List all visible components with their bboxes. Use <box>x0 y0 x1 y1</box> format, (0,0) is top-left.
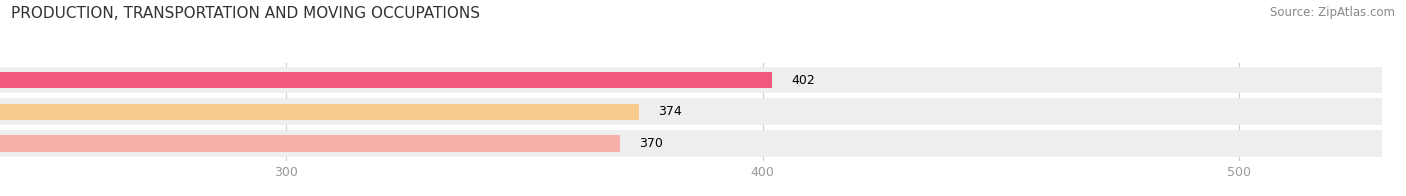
Text: Source: ZipAtlas.com: Source: ZipAtlas.com <box>1270 6 1395 19</box>
Bar <box>0 98 1382 125</box>
Text: 374: 374 <box>658 105 682 118</box>
Bar <box>0 103 638 120</box>
Text: PRODUCTION, TRANSPORTATION AND MOVING OCCUPATIONS: PRODUCTION, TRANSPORTATION AND MOVING OC… <box>11 6 481 21</box>
Text: 370: 370 <box>638 137 662 150</box>
Bar <box>0 72 772 88</box>
Text: 402: 402 <box>792 74 815 87</box>
Bar <box>0 67 1382 93</box>
Bar <box>0 130 1382 157</box>
Bar <box>0 135 620 152</box>
